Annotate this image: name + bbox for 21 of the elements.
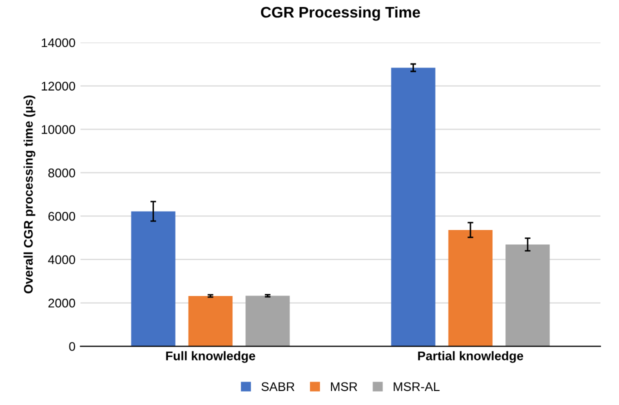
y-tick-label: 6000 [48, 212, 76, 221]
bar [506, 244, 550, 346]
y-tick-label: 4000 [48, 255, 76, 264]
bar [448, 230, 493, 346]
bar [246, 296, 290, 346]
y-tick-label: 0 [69, 342, 76, 351]
bar [131, 211, 176, 346]
bar [391, 68, 436, 346]
y-tick-label: 14000 [42, 38, 76, 48]
legend-label: SABR [261, 382, 294, 392]
bar [188, 296, 233, 346]
y-tick-label: 8000 [48, 168, 76, 178]
y-axis-title: Overall CGR processing time (µs) [24, 96, 36, 294]
x-tick-label: Partial knowledge [418, 351, 524, 363]
legend-label: MSR [330, 382, 358, 392]
x-tick-label: Full knowledge [166, 351, 256, 363]
chart-title: CGR Processing Time [260, 6, 420, 21]
legend-label: MSR-AL [394, 382, 440, 392]
y-tick-label: 2000 [48, 298, 76, 308]
y-tick-label: 12000 [42, 82, 76, 91]
y-tick-label: 10000 [42, 125, 76, 134]
